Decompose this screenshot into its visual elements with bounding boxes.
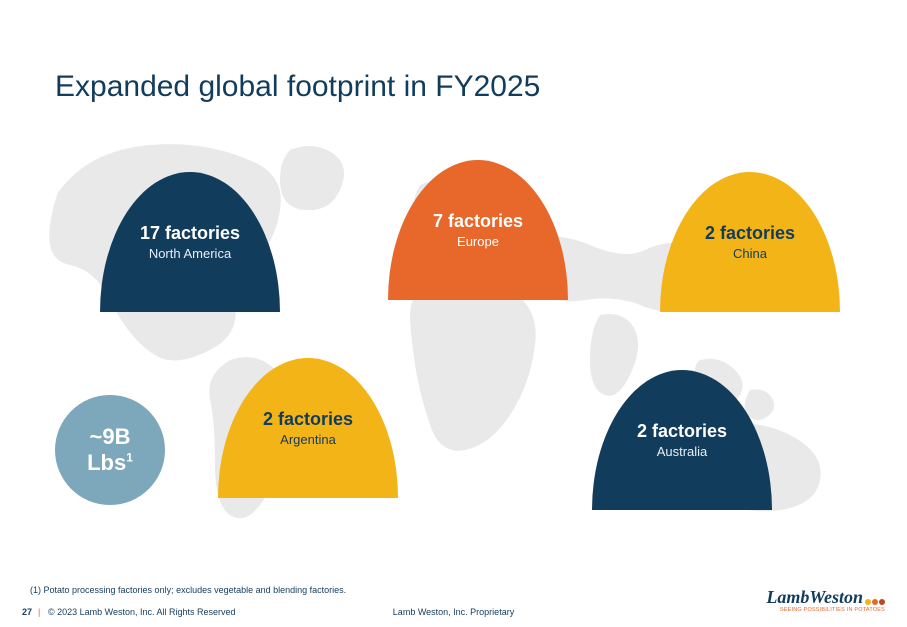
lobe-sub: Europe: [457, 234, 499, 249]
lobe-sub: Australia: [657, 444, 708, 459]
logo-dots: [865, 599, 885, 605]
copyright: © 2023 Lamb Weston, Inc. All Rights Rese…: [48, 607, 236, 617]
page-number: 27: [22, 607, 32, 617]
lobe-headline: 2 factories: [637, 421, 727, 442]
logo-dot: [872, 599, 878, 605]
lobe-headline: 2 factories: [263, 409, 353, 430]
lobe-sub: Argentina: [280, 432, 336, 447]
lobe-headline: 7 factories: [433, 211, 523, 232]
stat-line2: Lbs1: [87, 450, 133, 476]
logo-dot: [865, 599, 871, 605]
lobe-headline: 2 factories: [705, 223, 795, 244]
stat-line1: ~9B: [90, 424, 131, 450]
logo-wordmark: LambWeston: [766, 587, 885, 608]
stat-circle: ~9B Lbs1: [55, 395, 165, 505]
lobe-sub: China: [733, 246, 767, 261]
lobe-sub: North America: [149, 246, 231, 261]
logo-tagline: SEEING POSSIBILITIES IN POTATOES: [780, 607, 885, 613]
slide: Expanded global footprint in FY2025: [0, 0, 907, 627]
logo: LambWeston SEEING POSSIBILITIES IN POTAT…: [766, 587, 885, 613]
footnote: (1) Potato processing factories only; ex…: [30, 585, 346, 595]
lobe-headline: 17 factories: [140, 223, 240, 244]
proprietary-label: Lamb Weston, Inc. Proprietary: [393, 607, 514, 617]
footer-divider: |: [38, 607, 40, 617]
logo-dot: [879, 599, 885, 605]
slide-title: Expanded global footprint in FY2025: [55, 70, 540, 104]
